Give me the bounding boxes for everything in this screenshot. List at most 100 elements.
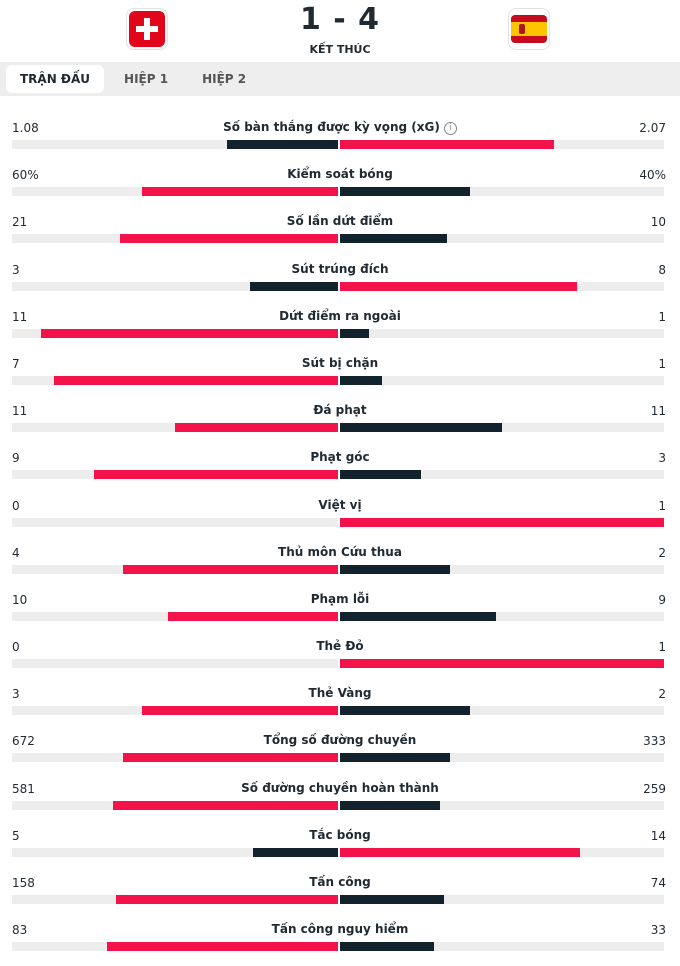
away-bar: [340, 942, 434, 952]
away-stat-value: 10: [650, 215, 666, 230]
stat-label: Sút bị chặn: [0, 356, 680, 370]
away-bar: [340, 423, 502, 433]
home-bar: [253, 847, 338, 857]
stat-label-text: Số lần dứt điểm: [286, 214, 394, 229]
home-bar: [122, 753, 338, 763]
away-stat-value: 8: [658, 262, 666, 277]
stat-label-text: Kiểm soát bóng: [287, 167, 393, 182]
stat-label-text: Phạm lỗi: [310, 591, 370, 606]
away-stat-value: 1: [658, 356, 666, 371]
switzerland-flag-icon: [129, 11, 165, 47]
home-stat-value: 83: [12, 923, 28, 938]
stat-label-text: Tắc bóng: [309, 827, 371, 842]
stat-label: Phạm lỗi: [0, 592, 680, 606]
away-bar-track: [340, 942, 664, 952]
tab-first-half[interactable]: HIỆP 1: [124, 72, 169, 86]
home-bar: [168, 611, 338, 621]
home-stat-value: 1.08: [12, 121, 39, 135]
away-bar-track: [340, 470, 664, 480]
stat-label-text: Thẻ Đỏ: [316, 639, 364, 654]
home-bar: [106, 942, 338, 952]
away-bar: [340, 375, 383, 385]
stat-row: 83 Tấn công nguy hiểm 33: [0, 920, 680, 966]
home-bar-track: [12, 328, 338, 338]
stat-label: Việt vị: [0, 498, 680, 512]
stat-label-text: Đá phạt: [313, 403, 367, 418]
away-bar-track: [340, 328, 664, 338]
match-score: 1 - 4: [299, 2, 381, 37]
away-bar-track: [340, 281, 664, 291]
away-bar-track: [340, 611, 664, 621]
away-stat-value: 2: [658, 687, 666, 702]
away-bar: [340, 659, 664, 669]
away-stat-value: 259: [643, 781, 666, 796]
away-team-flag[interactable]: [508, 8, 550, 50]
home-stat-value: 7: [12, 356, 20, 371]
away-bar-track: [340, 753, 664, 763]
away-bar: [340, 281, 577, 291]
away-bar: [340, 564, 451, 574]
home-bar-track: [12, 140, 338, 149]
home-bar: [119, 234, 338, 244]
stat-label-text: Thẻ Vàng: [308, 686, 372, 701]
away-stat-value: 74: [650, 876, 666, 890]
home-bar-track: [12, 470, 338, 480]
away-bar-track: [340, 706, 664, 716]
home-bar-track: [12, 706, 338, 716]
home-bar: [93, 470, 338, 480]
home-stat-value: 0: [12, 640, 20, 655]
home-bar-track: [12, 375, 338, 385]
away-bar-track: [340, 187, 664, 197]
away-bar: [340, 895, 444, 904]
match-status: KẾT THÚC: [309, 43, 371, 56]
away-bar: [340, 470, 421, 480]
stat-row: 672 Tổng số đường chuyền 333: [0, 731, 680, 778]
away-stat-value: 333: [643, 734, 666, 749]
home-bar: [142, 706, 338, 716]
away-bar-track: [340, 895, 664, 904]
away-bar-track: [340, 847, 664, 857]
home-stat-value: 10: [12, 592, 28, 607]
stat-label: Thủ môn Cứu thua: [0, 545, 680, 559]
home-team-flag[interactable]: [126, 8, 168, 50]
stat-row: 1.08 Số bàn thắng được kỳ vọng (xG) i 2.07: [0, 118, 680, 165]
home-bar: [113, 800, 338, 810]
away-bar: [340, 753, 451, 763]
info-icon[interactable]: i: [443, 122, 457, 135]
stat-row: 10 Phạm lỗi 9: [0, 590, 680, 637]
stat-label-text: Phạt góc: [310, 450, 370, 465]
home-bar: [116, 895, 338, 904]
home-bar-track: [12, 895, 338, 904]
stat-row: 9 Phạt góc 3: [0, 448, 680, 495]
tab-match[interactable]: TRẬN ĐẤU: [6, 65, 105, 93]
home-bar-track: [12, 423, 338, 433]
tab-second-half[interactable]: HIỆP 2: [202, 72, 247, 86]
stat-row: 0 Thẻ Đỏ 1: [0, 637, 680, 684]
away-stat-value: 40%: [639, 168, 666, 183]
stat-label-text: Tổng số đường chuyền: [263, 733, 417, 748]
home-bar-track: [12, 847, 338, 857]
away-bar-track: [340, 140, 664, 149]
away-bar-track: [340, 423, 664, 433]
away-bar: [340, 706, 470, 716]
stat-row: 11 Đá phạt 11: [0, 401, 680, 448]
home-bar: [227, 140, 338, 149]
home-bar: [54, 375, 338, 385]
away-bar: [340, 328, 370, 338]
away-stat-value: 11: [650, 404, 666, 419]
home-stat-value: 3: [12, 687, 20, 702]
home-stat-value: 4: [12, 545, 20, 560]
away-bar-track: [340, 800, 664, 810]
stat-label-text: Số đường chuyền hoàn thành: [241, 780, 439, 795]
stat-label: Tổng số đường chuyền: [0, 733, 680, 747]
home-bar: [142, 187, 338, 197]
home-stat-value: 11: [12, 309, 28, 324]
stat-row: 11 Dứt điểm ra ngoài 1: [0, 307, 680, 354]
stat-row: 5 Tắc bóng 14: [0, 826, 680, 873]
stat-label: Tấn công: [0, 875, 680, 889]
home-stat-value: 158: [12, 876, 35, 890]
stat-row: 3 Thẻ Vàng 2: [0, 684, 680, 731]
home-stat-value: 3: [12, 262, 20, 277]
stat-row: 60% Kiểm soát bóng 40%: [0, 165, 680, 212]
spain-flag-icon: [511, 15, 547, 43]
